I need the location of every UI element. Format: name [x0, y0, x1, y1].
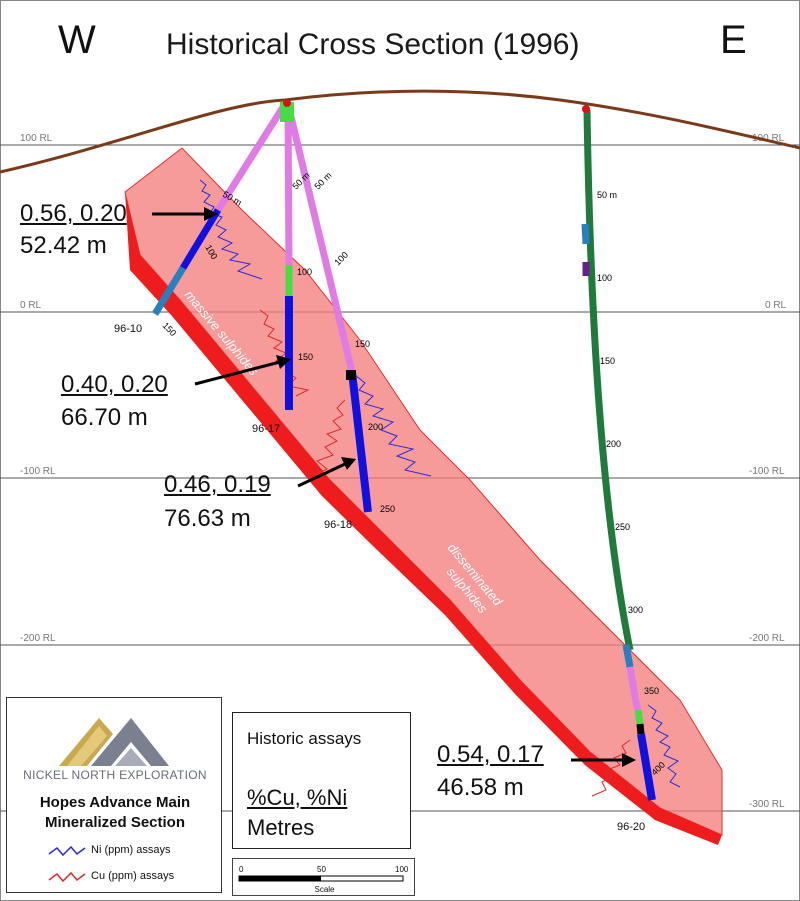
- callout-arrowhead-1: [204, 207, 218, 221]
- depth-96-20-150: 150: [600, 356, 615, 366]
- legend-panel: NICKEL NORTH EXPLORATION Hopes Advance M…: [6, 697, 222, 893]
- legend-title-line2: Mineralized Section: [44, 814, 186, 831]
- hole-id-96-17: 96-17: [252, 423, 280, 435]
- depth-96-18-50: 50 m: [312, 170, 333, 191]
- company-logo: [59, 718, 169, 766]
- cu-trace-96-18: [314, 399, 346, 476]
- elevation-label-right-0: 0 RL: [765, 300, 787, 311]
- drillhole-96-18-pink-segment: [284, 103, 356, 373]
- legend-company-name: NICKEL NORTH EXPLORATION: [23, 768, 207, 782]
- assay-units: %Cu, %Ni: [247, 785, 348, 810]
- callout-arrowhead-2: [276, 355, 291, 369]
- collar-green-cap: [280, 102, 294, 122]
- drillhole-96-20-pink-segment: [626, 666, 642, 712]
- cu-legend-label: Cu (ppm) assays: [91, 870, 175, 882]
- callout-arrowhead-3: [341, 457, 356, 470]
- drillhole-96-18-marker: [346, 370, 356, 380]
- drillhole-96-10-mineralized: [180, 208, 221, 270]
- intercept-3-length: 76.63 m: [164, 505, 251, 532]
- hole-id-96-18: 96-18: [324, 519, 352, 531]
- depth-96-20-200: 200: [606, 439, 621, 449]
- depth-96-10-150: 150: [161, 320, 179, 338]
- topography-surface: [0, 89, 800, 174]
- drillhole-96-20-green-lower: [634, 709, 644, 725]
- elevation-label-left-100: 100 RL: [20, 133, 53, 144]
- drillhole-96-20-mineralized: [637, 733, 656, 801]
- drillhole-96-10-pink-segment: [215, 102, 288, 212]
- intercept-1-grade: 0.56, 0.20: [20, 200, 127, 227]
- legend-title-line1: Hopes Advance Main: [39, 794, 191, 811]
- intercept-2-length: 66.70 m: [61, 404, 148, 431]
- depth-96-17-150: 150: [298, 352, 313, 362]
- depth-96-20-250: 250: [615, 522, 630, 532]
- depth-96-18-200: 200: [368, 422, 383, 432]
- drillhole-96-20-blue-tick: [581, 223, 590, 245]
- drillhole-96-20-black-marker: [636, 723, 645, 735]
- scale-label: Scale: [314, 885, 335, 894]
- drillhole-96-20-green-segment: [583, 109, 634, 651]
- depth-96-17-100: 100: [297, 267, 312, 277]
- ni-trace-96-20: [647, 704, 681, 788]
- depth-96-18-250: 250: [380, 504, 395, 514]
- scale-tick-0: 0: [239, 865, 244, 874]
- scale-tick-50: 50: [317, 865, 326, 874]
- intercept-4-length: 46.58 m: [437, 774, 524, 801]
- depth-96-20-100: 100: [597, 273, 612, 283]
- ni-legend-label: Ni (ppm) assays: [91, 844, 171, 856]
- depth-96-20-350: 350: [644, 686, 659, 696]
- drillhole-96-18-mineralized: [348, 371, 372, 513]
- elevation-label-right-100: 100 RL: [752, 133, 785, 144]
- cu-legend-swatch: [48, 871, 86, 883]
- collar-point-west: [283, 99, 291, 107]
- elevation-label-right-minus300: -300 RL: [749, 799, 785, 810]
- west-label: W: [58, 18, 96, 62]
- elevation-label-left-minus200: -200 RL: [20, 633, 56, 644]
- scale-bar-panel: 0 50 100 Scale: [232, 858, 415, 896]
- hole-id-96-10: 96-10: [114, 323, 142, 335]
- drillhole-96-10-lower: [152, 266, 186, 316]
- depth-96-18-150: 150: [355, 339, 370, 349]
- drillhole-96-17-pink-segment: [284, 103, 293, 266]
- elevation-label-left-minus100: -100 RL: [20, 466, 56, 477]
- intercept-3-grade: 0.46, 0.19: [164, 471, 271, 498]
- depth-96-18-100: 100: [332, 250, 350, 268]
- ni-trace-96-10: [199, 179, 263, 280]
- assay-length-unit: Metres: [247, 815, 315, 840]
- elevation-label-left-0: 0 RL: [20, 300, 42, 311]
- depth-96-20-300: 300: [628, 605, 643, 615]
- section-title: Historical Cross Section (1996): [166, 28, 580, 61]
- scale-tick-100: 100: [395, 865, 409, 874]
- ni-trace-96-18: [354, 374, 432, 477]
- callout-arrow-3: [297, 462, 346, 488]
- hole-id-96-20: 96-20: [617, 821, 645, 833]
- intercept-2-grade: 0.40, 0.20: [61, 371, 168, 398]
- collar-point-east: [582, 105, 590, 113]
- elevation-label-right-minus200: -200 RL: [749, 633, 785, 644]
- cu-trace-96-20: [591, 739, 631, 797]
- depth-96-20-50: 50 m: [597, 190, 617, 200]
- assay-heading: Historic assays: [247, 729, 362, 748]
- east-label: E: [720, 18, 747, 62]
- elevation-label-right-minus100: -100 RL: [749, 466, 785, 477]
- intercept-1-length: 52.42 m: [20, 232, 107, 259]
- callout-arrowhead-4: [622, 753, 636, 767]
- intercept-4-grade: 0.54, 0.17: [437, 741, 544, 768]
- scale-bar: [238, 875, 404, 882]
- ni-legend-swatch: [48, 845, 86, 857]
- callout-arrow-2: [194, 360, 281, 386]
- assay-units-panel: Historic assays %Cu, %Ni Metres: [232, 712, 411, 849]
- drillhole-96-20-blue-lower: [622, 644, 634, 668]
